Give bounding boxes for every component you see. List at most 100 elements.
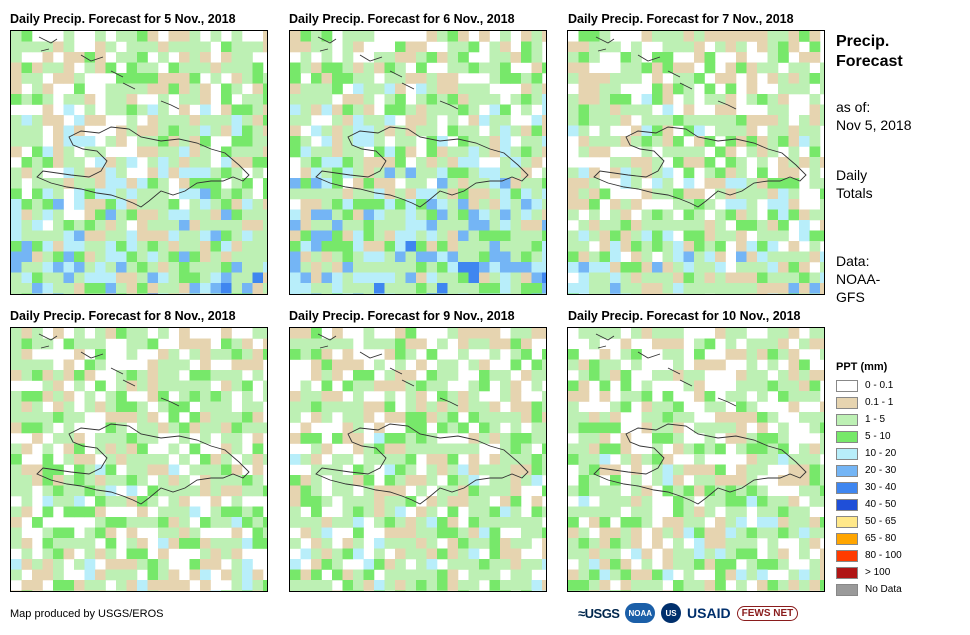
precip-cell — [395, 146, 406, 158]
precip-cell — [479, 262, 490, 273]
precip-cell — [542, 412, 546, 423]
precip-cell — [63, 41, 75, 53]
precip-cell — [384, 209, 396, 221]
precip-cell — [416, 559, 427, 570]
precip-cell — [395, 41, 406, 53]
precip-cell — [384, 178, 396, 189]
precip-cell — [620, 220, 632, 231]
precip-cell — [363, 178, 375, 189]
precip-cell — [395, 590, 406, 591]
precip-cell — [353, 293, 364, 294]
precip-cell — [42, 209, 54, 221]
precip-cell — [641, 328, 653, 339]
precip-cell — [32, 422, 43, 434]
precip-cell — [778, 496, 789, 507]
precip-cell — [673, 475, 684, 486]
precip-cell — [510, 349, 522, 360]
precip-cell — [95, 146, 106, 158]
precip-cell — [342, 62, 354, 74]
precip-cell — [652, 338, 663, 350]
precip-cell — [242, 475, 253, 486]
precip-cell — [641, 293, 653, 294]
precip-cell — [105, 83, 117, 95]
precip-cell — [95, 433, 106, 444]
precip-cell — [620, 433, 632, 444]
precip-cell — [694, 380, 705, 392]
precip-cell — [395, 412, 406, 423]
island-outline — [315, 423, 529, 505]
precip-cell — [479, 370, 490, 381]
precip-cell — [405, 241, 417, 252]
precip-cell — [610, 157, 621, 168]
precip-cell — [736, 349, 747, 360]
precip-cell — [673, 272, 684, 284]
precip-cell — [189, 220, 201, 231]
precip-cell — [137, 62, 148, 74]
precip-cell — [384, 569, 396, 581]
precip-cell — [500, 580, 511, 591]
precip-cell — [416, 262, 427, 273]
precip-cell — [321, 188, 333, 200]
precip-cell — [652, 167, 663, 179]
precip-cell — [231, 443, 243, 455]
precip-cell — [767, 188, 779, 200]
precip-cell — [521, 293, 532, 294]
precip-cell — [468, 391, 480, 402]
precip-cell — [32, 359, 43, 371]
precip-cell — [531, 178, 543, 189]
precip-cell — [578, 370, 590, 381]
precip-cell — [300, 136, 312, 147]
precip-cell — [179, 380, 190, 392]
precip-cell — [11, 272, 22, 284]
precip-cell — [189, 272, 201, 284]
precip-cell — [521, 412, 532, 423]
precip-cell — [510, 199, 522, 210]
precip-cell — [32, 251, 43, 263]
precip-cell — [168, 146, 180, 158]
precip-cell — [105, 559, 117, 570]
precip-cell — [252, 349, 264, 360]
precip-cell — [531, 115, 543, 126]
precip-cell — [252, 412, 264, 423]
precip-cell — [531, 496, 543, 507]
precip-cell — [778, 209, 789, 221]
precip-cell — [321, 31, 333, 42]
precip-cell — [221, 412, 232, 423]
precip-grid — [290, 31, 546, 294]
precip-cell — [116, 230, 127, 242]
precip-cell — [300, 293, 312, 294]
precip-cell — [105, 433, 117, 444]
precip-cell — [531, 83, 543, 95]
precip-cell — [200, 251, 211, 263]
precip-cell — [158, 464, 169, 476]
precip-cell — [479, 538, 490, 549]
precip-cell — [147, 73, 159, 84]
precip-cell — [158, 115, 169, 126]
precip-cell — [447, 146, 459, 158]
precip-cell — [200, 538, 211, 549]
precip-cell — [589, 559, 600, 570]
precip-cell — [489, 506, 501, 518]
precip-cell — [479, 328, 490, 339]
precip-cell — [736, 115, 747, 126]
precip-cell — [426, 517, 438, 528]
precip-cell — [332, 199, 343, 210]
precip-cell — [168, 199, 180, 210]
precip-cell — [778, 559, 789, 570]
precip-cell — [820, 199, 824, 210]
precip-cell — [788, 272, 800, 284]
precip-cell — [221, 283, 232, 294]
precip-cell — [374, 209, 385, 221]
precip-cell — [809, 412, 821, 423]
precip-cell — [32, 401, 43, 413]
precip-cell — [736, 538, 747, 549]
precip-cell — [489, 401, 501, 413]
precip-cell — [673, 580, 684, 591]
precip-cell — [704, 338, 716, 350]
precip-cell — [126, 349, 138, 360]
precip-cell — [468, 167, 480, 179]
precip-cell — [42, 464, 54, 476]
precip-cell — [395, 506, 406, 518]
precip-cell — [63, 433, 75, 444]
precip-cell — [578, 283, 590, 294]
